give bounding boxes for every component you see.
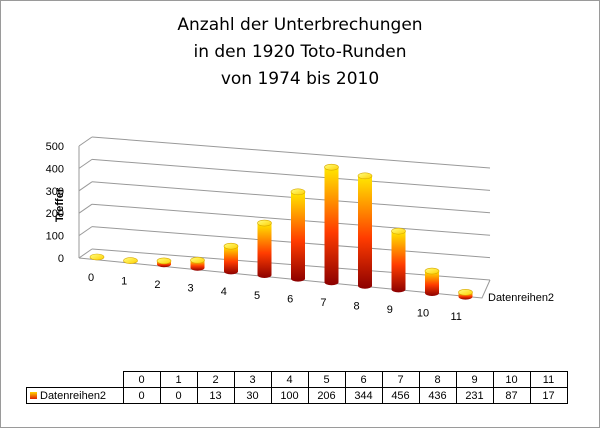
bar-cap [89,253,105,261]
x-tick-label: 8 [354,300,360,312]
x-tick-label: 3 [188,283,194,295]
table-header-cell: 0 [122,371,161,388]
data-table: 0 1 2 3 4 5 6 7 8 9 10 11 Datenreihen2 0 0 13 30 100 206… [26,371,568,404]
table-value-cell: 206 [307,387,346,404]
table-header-cell: 6 [344,371,383,388]
table-header-cell: 7 [381,371,420,388]
y-tick-label: 400 [46,163,64,175]
y-tick-label: 300 [46,186,64,198]
table-value-cell: 30 [233,387,272,404]
y-tick-label: 200 [46,208,64,220]
x-tick-label: 9 [387,304,393,316]
x-tick-label: 1 [121,276,127,288]
bar-body [425,271,439,296]
gridline [91,136,491,169]
bar-cap [290,188,306,196]
bar [123,257,138,264]
table-value-cell: 13 [196,387,235,404]
bar-cap [324,163,339,171]
x-tick-label: 2 [154,279,160,291]
bar-cap [156,257,172,265]
x-tick-label: 4 [221,286,227,298]
table-value-cell: 0 [122,387,161,404]
bar-cap [123,257,138,264]
gridline [78,158,93,169]
bar-body [224,246,238,275]
bar [156,257,172,268]
x-tick-label: 6 [287,293,293,305]
table-value-cell: 231 [455,387,494,404]
table-series-label: Datenreihen2 [40,389,107,402]
table-corner [27,372,124,388]
table-value-cell: 17 [529,387,568,404]
table-header-cell: 3 [233,371,272,388]
bar [458,289,473,300]
chart-title: Anzahl der Unterbrechungen in den 1920 T… [177,15,423,89]
table-header-cell: 4 [270,371,309,388]
bar-body [291,191,305,282]
depth-axis-label: Datenreihen2 [488,292,554,304]
table-header-cell: 5 [307,371,346,388]
gridline [78,203,93,214]
bar-cap [458,289,473,296]
bar-body [358,175,372,289]
bar-cap [223,242,239,250]
x-tick-label: 11 [450,311,461,323]
table-value-cell: 456 [381,387,420,404]
table-value-cell: 344 [344,387,383,404]
table-value-cell: 100 [270,387,309,404]
bar-body [257,223,272,278]
x-tick-label: 5 [254,290,260,302]
bar-cap [357,172,373,180]
bar-cap [257,219,272,227]
x-axis: 0 1 2 3 4 5 6 7 8 9 10 11 [88,272,462,323]
table-value-cell: 0 [159,387,198,404]
gridline [78,226,93,237]
gridline [78,248,93,259]
bar-cap [391,227,406,235]
bar [391,227,406,293]
gridline [91,158,491,191]
bar [357,172,373,289]
table-header-row: 0 1 2 3 4 5 6 7 8 9 10 11 [27,371,568,388]
bar [223,242,239,275]
table-header-cell: 11 [529,371,568,388]
x-tick-label: 10 [417,308,429,320]
legend-key-icon [30,392,37,400]
table-header-cell: 8 [418,371,457,388]
table-header-cell: 9 [455,371,494,388]
bar-body [391,231,406,293]
x-tick-label: 0 [88,272,94,284]
y-tick-label: 500 [46,141,64,153]
x-tick-label: 7 [320,297,326,309]
y-tick-label: 100 [46,231,64,243]
y-axis: 0 100 200 300 400 500 [46,141,64,265]
table-series-cell: Datenreihen2 [26,387,124,404]
y-axis-title: Treffer [54,187,66,222]
table-value-cell: 436 [418,387,457,404]
gridline [78,136,93,147]
gridline [78,181,93,192]
bar-body [324,167,339,286]
bar [424,267,440,296]
floor-edge [78,257,491,299]
y-tick-label: 0 [58,253,64,265]
bar-cap [190,256,205,264]
bar [324,163,339,286]
bar [257,219,272,278]
table-header-cell: 1 [159,371,198,388]
bars [89,163,473,300]
bar [290,188,306,282]
table-value-cell: 87 [492,387,531,404]
bar-cap [424,267,440,275]
table-header-cell: 2 [196,371,235,388]
bar [190,256,205,271]
bar [89,253,105,261]
table-header-cell: 10 [492,371,531,388]
table-row: Datenreihen2 0 0 13 30 100 206 344 456 436 231 87 1… [26,387,568,404]
